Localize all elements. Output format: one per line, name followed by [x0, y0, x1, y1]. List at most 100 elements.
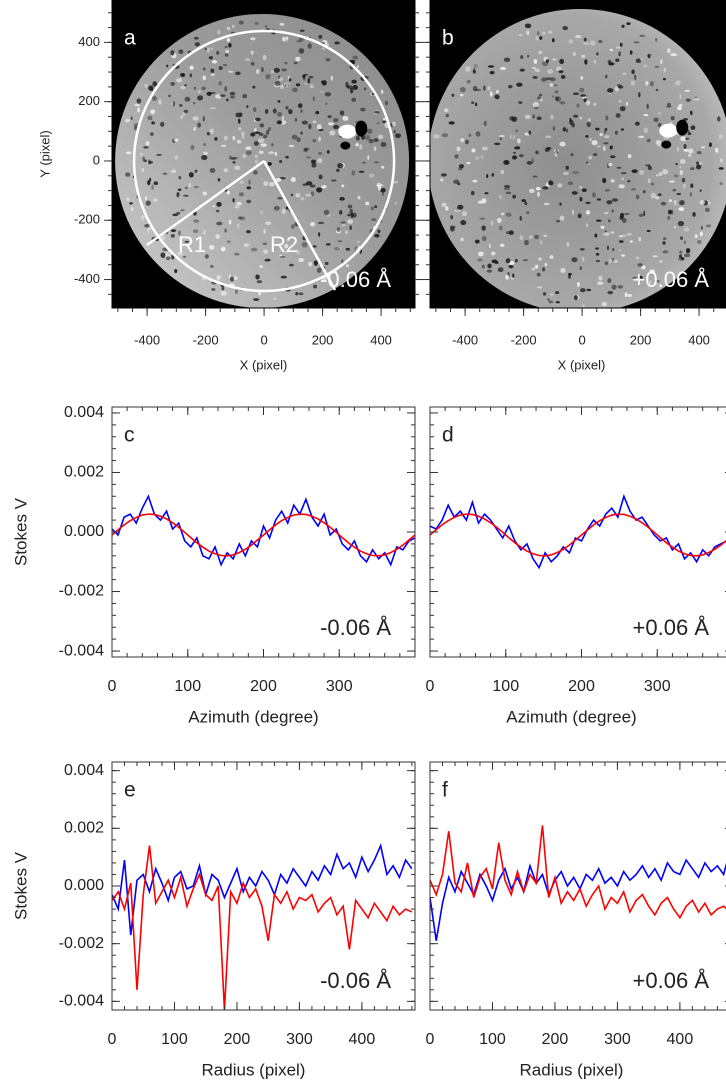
- speckle: [512, 273, 514, 277]
- speckle: [608, 219, 611, 222]
- speckle: [377, 229, 380, 233]
- speckle: [689, 132, 692, 134]
- speckle: [255, 159, 258, 164]
- speckle: [482, 147, 488, 151]
- speckle: [356, 136, 360, 141]
- speckle: [232, 161, 235, 163]
- speckle: [506, 258, 511, 263]
- speckle: [644, 64, 647, 67]
- speckle: [680, 236, 683, 240]
- speckle: [639, 35, 645, 37]
- speckle: [605, 116, 608, 121]
- active-region: [355, 121, 367, 137]
- speckle: [537, 286, 542, 288]
- speckle: [308, 78, 311, 83]
- speckle: [291, 194, 293, 196]
- speckle: [193, 127, 196, 131]
- speckle: [248, 180, 250, 185]
- speckle: [207, 92, 212, 96]
- speckle: [322, 80, 327, 85]
- speckle: [154, 181, 159, 185]
- speckle: [179, 104, 182, 107]
- y-tick-label: 0.002: [64, 820, 104, 837]
- speckle: [659, 260, 663, 263]
- speckle: [395, 133, 401, 138]
- speckle: [174, 155, 178, 159]
- annotation: +0.06 Å: [633, 267, 710, 292]
- speckle: [261, 67, 264, 72]
- speckle: [203, 67, 205, 70]
- speckle: [183, 195, 189, 197]
- speckle: [552, 38, 555, 42]
- speckle: [589, 138, 591, 141]
- active-region: [659, 124, 677, 138]
- speckle: [160, 122, 164, 127]
- x-tick-label: -400: [134, 332, 160, 347]
- speckle: [312, 139, 316, 142]
- panel-label: b: [442, 27, 454, 50]
- speckle: [593, 153, 598, 156]
- speckle: [709, 143, 712, 147]
- speckle: [484, 192, 488, 194]
- speckle: [251, 62, 255, 66]
- y-tick-label: 0: [93, 152, 100, 167]
- speckle: [298, 103, 302, 108]
- speckle: [580, 288, 586, 292]
- speckle: [300, 109, 302, 113]
- speckle: [288, 109, 292, 114]
- speckle: [203, 116, 205, 121]
- speckle: [209, 56, 213, 59]
- speckle: [171, 170, 176, 173]
- speckle: [476, 131, 481, 136]
- speckle: [592, 192, 596, 197]
- speckle: [513, 152, 516, 154]
- speckle: [279, 160, 282, 163]
- speckle: [669, 181, 675, 183]
- speckle: [621, 234, 626, 237]
- speckle: [219, 66, 223, 70]
- speckle: [639, 214, 644, 218]
- speckle: [612, 198, 618, 202]
- speckle: [632, 169, 638, 173]
- speckle: [197, 95, 203, 100]
- speckle: [558, 70, 563, 73]
- speckle: [475, 89, 481, 91]
- speckle: [465, 66, 471, 72]
- speckle: [203, 75, 207, 80]
- y-tick-label: -200: [74, 212, 100, 227]
- speckle: [559, 59, 564, 64]
- speckle: [131, 207, 134, 212]
- speckle: [607, 278, 611, 283]
- speckle: [334, 41, 340, 44]
- speckle: [615, 59, 619, 62]
- speckle: [683, 227, 689, 231]
- speckle: [634, 75, 636, 80]
- speckle: [625, 292, 628, 297]
- speckle: [536, 187, 541, 190]
- speckle: [235, 72, 241, 76]
- speckle: [268, 151, 274, 154]
- speckle: [194, 37, 199, 40]
- speckle: [510, 277, 514, 279]
- speckle: [616, 113, 621, 118]
- speckle: [160, 252, 165, 258]
- speckle: [481, 156, 483, 159]
- speckle: [295, 193, 300, 198]
- speckle: [598, 276, 602, 281]
- x-tick-label: 100: [479, 1031, 506, 1048]
- speckle: [140, 153, 142, 155]
- speckle: [235, 205, 240, 209]
- speckle: [221, 287, 224, 291]
- speckle: [525, 23, 531, 28]
- speckle: [255, 118, 261, 122]
- speckle: [242, 94, 247, 98]
- speckle: [297, 137, 301, 142]
- speckle: [267, 162, 271, 166]
- speckle: [658, 193, 662, 196]
- speckle: [289, 264, 294, 267]
- speckle: [715, 148, 718, 153]
- speckle: [535, 265, 538, 269]
- speckle: [624, 213, 629, 215]
- x-axis-title: X (pixel): [558, 357, 606, 372]
- speckle: [392, 122, 396, 127]
